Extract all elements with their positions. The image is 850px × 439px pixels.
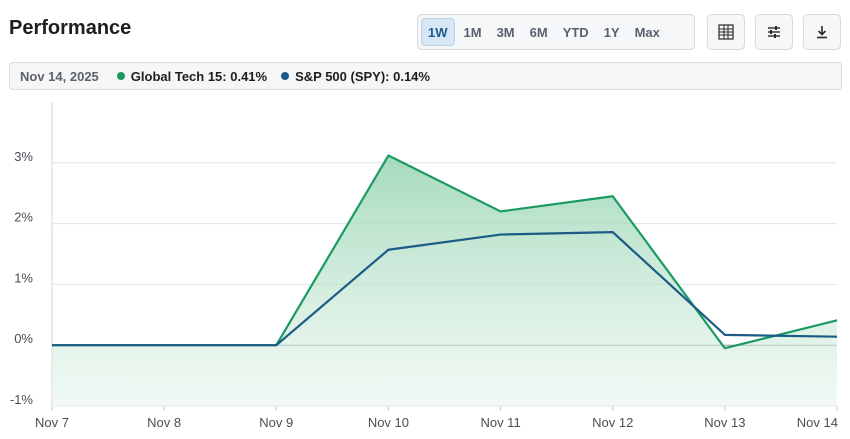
series-line-1 xyxy=(52,231,838,347)
range-button-6m[interactable]: 6M xyxy=(529,24,548,40)
range-button-ytd[interactable]: YTD xyxy=(562,24,589,40)
range-button-1w[interactable]: 1W xyxy=(421,18,455,46)
legend-dot-spy xyxy=(281,72,290,80)
legend-label: Global Tech 15: 0.41% xyxy=(130,68,268,84)
series-area-0 xyxy=(52,155,837,406)
y-tick-label: 2% xyxy=(14,210,33,225)
legend-label: S&P 500 (SPY): 0.14% xyxy=(295,68,430,84)
x-tick-label: Nov 9 xyxy=(259,415,293,430)
download-button[interactable] xyxy=(803,14,841,50)
x-tick-label: Nov 8 xyxy=(147,415,181,430)
chart-settings-button[interactable] xyxy=(755,14,793,50)
y-tick-label: 3% xyxy=(14,149,33,164)
x-tick-label: Nov 10 xyxy=(368,415,409,430)
series-line-0 xyxy=(52,154,838,350)
legend-dot-global-tech xyxy=(116,72,125,80)
y-tick-label: 0% xyxy=(14,331,33,346)
range-button-1y[interactable]: 1Y xyxy=(603,24,620,40)
chart-legend: Nov 14, 2025 Global Tech 15: 0.41% S&P 5… xyxy=(9,62,842,90)
x-tick-label: Nov 13 xyxy=(704,415,745,430)
settings-sliders-icon xyxy=(768,26,780,38)
range-button-max[interactable]: Max xyxy=(634,24,660,40)
x-tick-label: Nov 12 xyxy=(592,415,633,430)
x-tick-label: Nov 11 xyxy=(480,415,520,430)
page-title: Performance xyxy=(9,17,132,39)
x-tick-label: Nov 14 xyxy=(797,415,838,430)
range-button-1m[interactable]: 1M xyxy=(463,24,482,40)
y-tick-label: -1% xyxy=(10,392,34,407)
download-icon xyxy=(817,26,827,39)
y-tick-label: 1% xyxy=(14,270,33,285)
table-icon xyxy=(718,24,734,40)
x-tick-label: Nov 7 xyxy=(35,415,69,430)
table-view-button[interactable] xyxy=(707,14,745,50)
time-range-selector: 1W 1M 3M 6M YTD 1Y Max xyxy=(417,14,695,50)
legend-item-global-tech: Global Tech 15: 0.41% xyxy=(116,68,268,84)
legend-date: Nov 14, 2025 xyxy=(20,68,99,84)
range-button-3m[interactable]: 3M xyxy=(496,24,515,40)
legend-item-spy: S&P 500 (SPY): 0.14% xyxy=(281,69,430,84)
